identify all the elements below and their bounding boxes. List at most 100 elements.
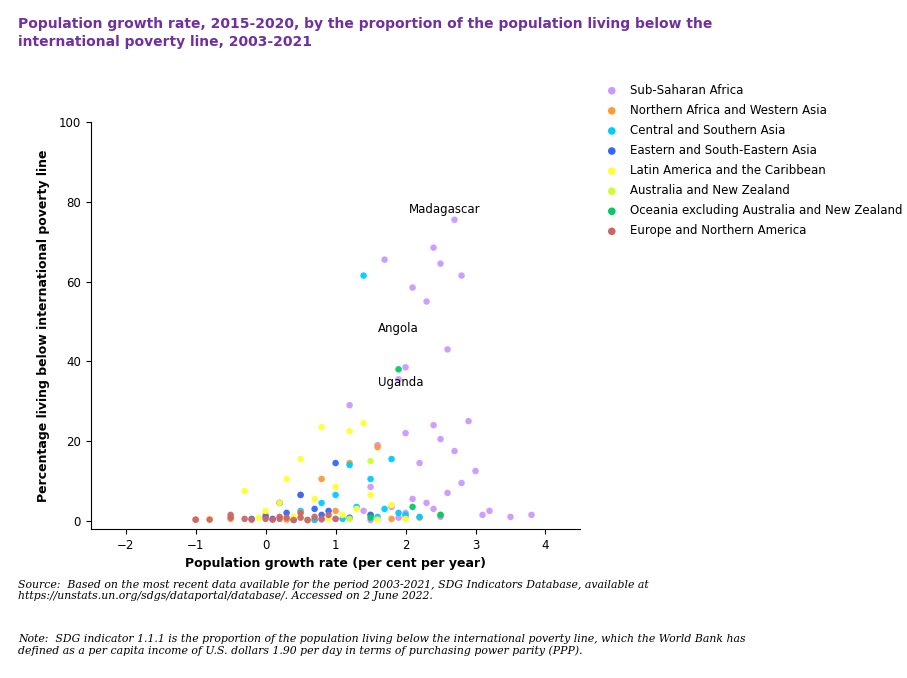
- Point: [300, 515, 315, 525]
- Point: [266, 514, 280, 525]
- Point: [364, 481, 378, 492]
- Point: [287, 514, 301, 525]
- Point: [462, 416, 476, 426]
- Point: [364, 513, 378, 523]
- Point: [391, 364, 405, 375]
- Point: [434, 511, 448, 522]
- Point: [251, 513, 266, 523]
- Point: [328, 506, 343, 517]
- Point: [385, 500, 399, 511]
- Text: Population growth rate, 2015-2020, by the proportion of the population living be: Population growth rate, 2015-2020, by th…: [18, 17, 713, 49]
- Point: [391, 507, 405, 518]
- Point: [398, 362, 413, 373]
- Point: [279, 507, 294, 518]
- Text: Madagascar: Madagascar: [409, 203, 481, 216]
- Point: [328, 481, 343, 492]
- Point: [426, 504, 441, 515]
- Point: [364, 456, 378, 466]
- Point: [189, 514, 203, 525]
- Point: [293, 490, 307, 500]
- Point: [398, 509, 413, 520]
- Point: [300, 515, 315, 525]
- Point: [328, 490, 343, 500]
- Point: [405, 282, 420, 293]
- Point: [293, 513, 307, 523]
- Point: [447, 445, 462, 456]
- Point: [440, 344, 454, 355]
- Point: [398, 513, 413, 524]
- Legend: Sub-Saharan Africa, Northern Africa and Western Asia, Central and Southern Asia,: Sub-Saharan Africa, Northern Africa and …: [600, 84, 902, 237]
- Point: [398, 507, 413, 518]
- Point: [279, 514, 294, 525]
- Point: [434, 509, 448, 520]
- Point: [315, 473, 329, 484]
- Point: [272, 498, 287, 508]
- Point: [238, 485, 252, 496]
- Point: [391, 513, 405, 523]
- Point: [454, 477, 469, 488]
- Point: [223, 513, 238, 524]
- Point: [258, 506, 273, 517]
- Point: [426, 420, 441, 431]
- Point: [307, 494, 322, 504]
- Point: [364, 490, 378, 500]
- Point: [419, 296, 434, 307]
- Point: [342, 400, 356, 411]
- Point: [266, 513, 280, 524]
- Point: [483, 506, 497, 517]
- Point: [315, 509, 329, 520]
- Point: [413, 513, 427, 523]
- Point: [385, 502, 399, 513]
- Point: [272, 498, 287, 508]
- Point: [342, 460, 356, 471]
- Point: [377, 504, 392, 515]
- Point: [272, 498, 287, 508]
- Point: [328, 458, 343, 468]
- Point: [454, 270, 469, 281]
- Point: [279, 473, 294, 484]
- Point: [349, 502, 364, 513]
- Point: [223, 513, 238, 523]
- Point: [342, 458, 356, 468]
- Text: Uganda: Uganda: [377, 376, 423, 389]
- Point: [524, 509, 539, 520]
- Point: [342, 513, 356, 523]
- Point: [321, 506, 336, 517]
- Point: [315, 513, 329, 524]
- Point: [189, 514, 203, 525]
- Point: [364, 515, 378, 525]
- Point: [307, 515, 322, 525]
- Point: [202, 514, 217, 525]
- Point: [356, 418, 371, 428]
- Y-axis label: Percentage living below international poverty line: Percentage living below international po…: [37, 149, 51, 502]
- Text: Angola: Angola: [377, 323, 418, 336]
- Point: [370, 441, 385, 452]
- Point: [287, 515, 301, 525]
- Text: Note:  SDG indicator 1.1.1 is the proportion of the population living below the : Note: SDG indicator 1.1.1 is the proport…: [18, 634, 746, 656]
- Point: [385, 454, 399, 464]
- Point: [258, 509, 273, 520]
- Point: [272, 513, 287, 524]
- Point: [434, 509, 448, 520]
- Point: [307, 504, 322, 515]
- Point: [370, 511, 385, 522]
- Point: [447, 214, 462, 225]
- Point: [293, 507, 307, 518]
- Point: [385, 513, 399, 524]
- Point: [413, 511, 427, 522]
- Point: [300, 515, 315, 525]
- Point: [321, 513, 336, 524]
- Point: [468, 466, 483, 477]
- Point: [293, 454, 307, 464]
- Point: [293, 490, 307, 500]
- Point: [287, 511, 301, 522]
- Point: [223, 509, 238, 520]
- Point: [356, 506, 371, 517]
- Point: [349, 504, 364, 515]
- Point: [377, 254, 392, 265]
- Point: [440, 487, 454, 498]
- Point: [307, 511, 322, 522]
- Point: [293, 507, 307, 518]
- Point: [279, 513, 294, 523]
- Point: [315, 422, 329, 433]
